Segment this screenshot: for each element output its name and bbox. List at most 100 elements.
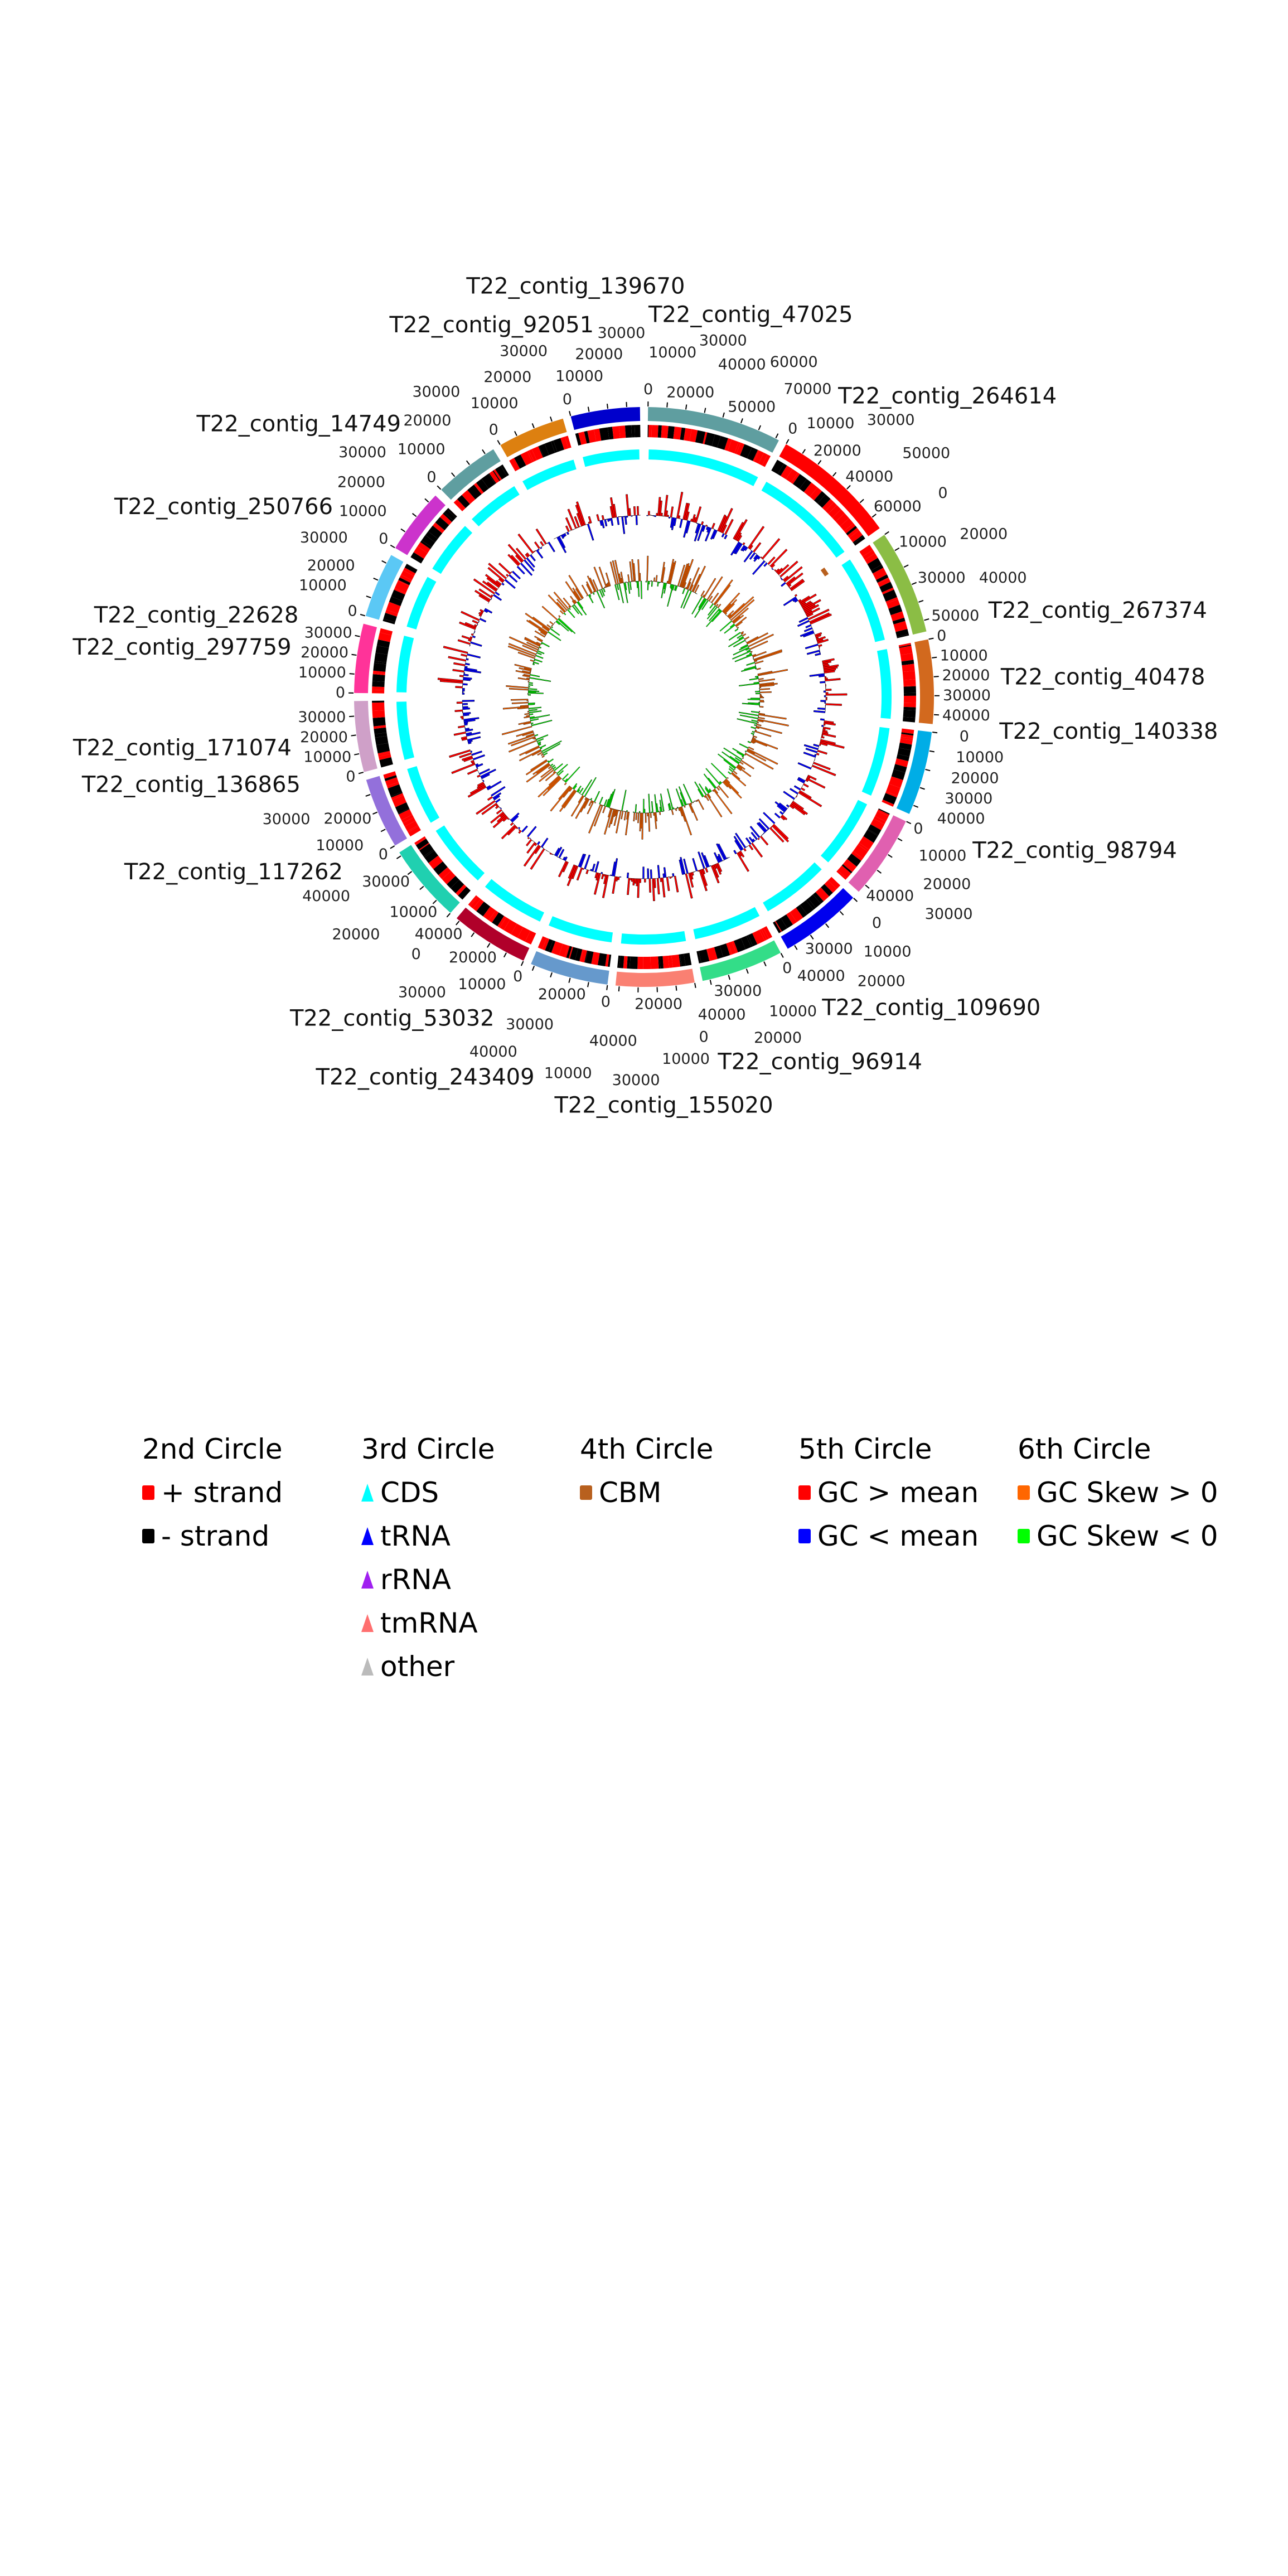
- tick-label: 0: [938, 485, 947, 502]
- gc-low-bar: [462, 707, 470, 710]
- gc-low-bar: [824, 695, 826, 698]
- gc-skew-negative-bar: [537, 650, 545, 655]
- tick-label: 40000: [797, 967, 845, 985]
- gc-high-bar: [761, 538, 781, 560]
- tick-mark: [859, 498, 864, 503]
- tick-label: 20000: [942, 667, 990, 684]
- gc-high-bar: [459, 675, 464, 677]
- strand-feature: [648, 425, 652, 438]
- gc-skew-negative-bar: [567, 609, 575, 618]
- gc-low-bar: [493, 594, 502, 601]
- tick-label: 0: [427, 468, 436, 486]
- strand-feature: [591, 952, 600, 965]
- tick-mark: [745, 969, 749, 974]
- gc-low-bar: [462, 693, 465, 695]
- legend-label: GC > mean: [817, 1476, 979, 1509]
- gc-high-bar: [811, 626, 812, 628]
- gc-skew-negative-bar: [537, 741, 541, 744]
- strand-feature: [378, 754, 391, 761]
- strand-feature: [902, 716, 916, 723]
- gc-low-bar: [462, 689, 465, 692]
- tick-mark: [550, 972, 553, 978]
- cds-track: [763, 862, 822, 912]
- gc-skew-negative-bar: [752, 734, 754, 736]
- gc-skew-negative-bar: [747, 740, 751, 744]
- gc-high-bar: [810, 613, 832, 625]
- gc-skew-negative-bar: [750, 710, 759, 714]
- gc-skew-negative-bar: [535, 734, 549, 740]
- strand-feature: [631, 425, 635, 438]
- strand-feature: [893, 621, 908, 632]
- contig-name-label: T22_contig_14749: [196, 411, 401, 437]
- gc-high-bar: [705, 867, 709, 873]
- gc-low-bar: [673, 517, 677, 526]
- tick-label: 30000: [867, 411, 915, 429]
- gc-high-bar: [773, 569, 775, 571]
- strand-feature: [473, 482, 484, 495]
- strand-feature: [863, 830, 878, 843]
- strand-feature: [493, 469, 502, 481]
- gc-skew-positive-bar: [556, 773, 559, 776]
- strand-feature: [808, 894, 821, 908]
- gc-high-bar: [825, 696, 827, 699]
- gc-low-bar: [704, 527, 712, 542]
- legend-title: 5th Circle: [798, 1433, 932, 1465]
- gc-skew-positive-bar: [594, 802, 596, 803]
- gc-high-bar: [453, 662, 466, 666]
- strand-feature: [637, 956, 643, 969]
- gc-skew-negative-bar: [616, 584, 619, 590]
- gc-skew-negative-bar: [531, 719, 553, 727]
- gc-low-bar: [646, 515, 648, 516]
- contig-T22_contig_136865: 0 10000 20000 30000 T22_contig_136865: [81, 730, 562, 863]
- gc-skew-negative-bar: [658, 582, 660, 584]
- strand-feature: [517, 927, 531, 942]
- gc-skew-negative-bar: [558, 618, 576, 635]
- square-marker-icon: [142, 1485, 154, 1500]
- contig-T22_contig_47025: 0 10000 20000 30000 40000 50000 60000 70000 T22_…: [643, 302, 853, 609]
- gc-low-bar: [623, 516, 625, 517]
- gc-skew-positive-bar: [753, 650, 782, 661]
- gc-skew-positive-bar: [645, 812, 647, 823]
- strand-feature: [529, 449, 537, 462]
- gc-skew-negative-bar: [618, 583, 624, 603]
- gc-skew-positive-bar: [723, 599, 738, 614]
- strand-feature: [407, 825, 419, 832]
- gc-low-bar: [819, 675, 825, 677]
- tick-mark: [802, 449, 806, 454]
- gc-low-bar: [593, 871, 595, 873]
- gc-skew-negative-bar: [742, 703, 760, 705]
- gc-low-bar: [555, 846, 563, 857]
- gc-high-bar: [554, 538, 556, 540]
- strand-feature: [433, 861, 448, 875]
- gc-skew-positive-bar: [759, 686, 762, 689]
- strand-feature: [553, 438, 564, 452]
- contig-band: [896, 730, 932, 814]
- gc-low-bar: [462, 705, 463, 707]
- strand-feature: [863, 550, 875, 560]
- tick-label: 30000: [263, 811, 311, 828]
- gc-low-bar: [747, 845, 749, 847]
- strand-feature: [568, 946, 573, 959]
- gc-skew-positive-bar: [698, 799, 704, 810]
- strand-feature: [671, 954, 681, 968]
- gc-skew-negative-bar: [734, 654, 753, 662]
- gc-low-bar: [631, 515, 633, 517]
- tick-mark: [918, 600, 924, 603]
- legend-title: 3rd Circle: [361, 1433, 495, 1465]
- gc-high-bar: [541, 546, 543, 548]
- legend-item: tRNA: [361, 1514, 495, 1558]
- gc-skew-negative-bar: [538, 648, 540, 650]
- strand-feature: [812, 892, 824, 904]
- gc-skew-negative-bar: [729, 766, 735, 771]
- gc-low-bar: [813, 743, 820, 747]
- gc-low-bar: [815, 652, 821, 656]
- tick-label: 0: [563, 391, 572, 408]
- tick-mark: [381, 560, 387, 564]
- gc-skew-positive-bar: [541, 755, 545, 758]
- gc-high-bar: [492, 815, 507, 829]
- strand-feature: [468, 895, 477, 906]
- gc-high-bar: [556, 856, 559, 858]
- tick-mark: [354, 753, 360, 756]
- gc-skew-negative-bar: [705, 768, 721, 786]
